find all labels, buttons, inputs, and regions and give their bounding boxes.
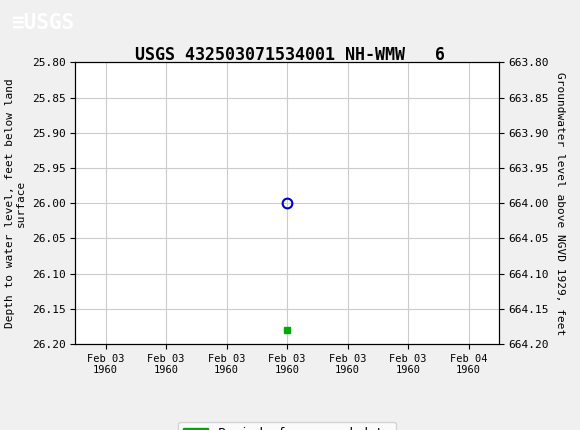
Text: ≡USGS: ≡USGS [12, 12, 75, 33]
Legend: Period of approved data: Period of approved data [179, 422, 396, 430]
Y-axis label: Groundwater level above NGVD 1929, feet: Groundwater level above NGVD 1929, feet [554, 71, 564, 335]
Text: USGS 432503071534001 NH-WMW   6: USGS 432503071534001 NH-WMW 6 [135, 46, 445, 64]
Y-axis label: Depth to water level, feet below land
surface: Depth to water level, feet below land su… [5, 78, 26, 328]
